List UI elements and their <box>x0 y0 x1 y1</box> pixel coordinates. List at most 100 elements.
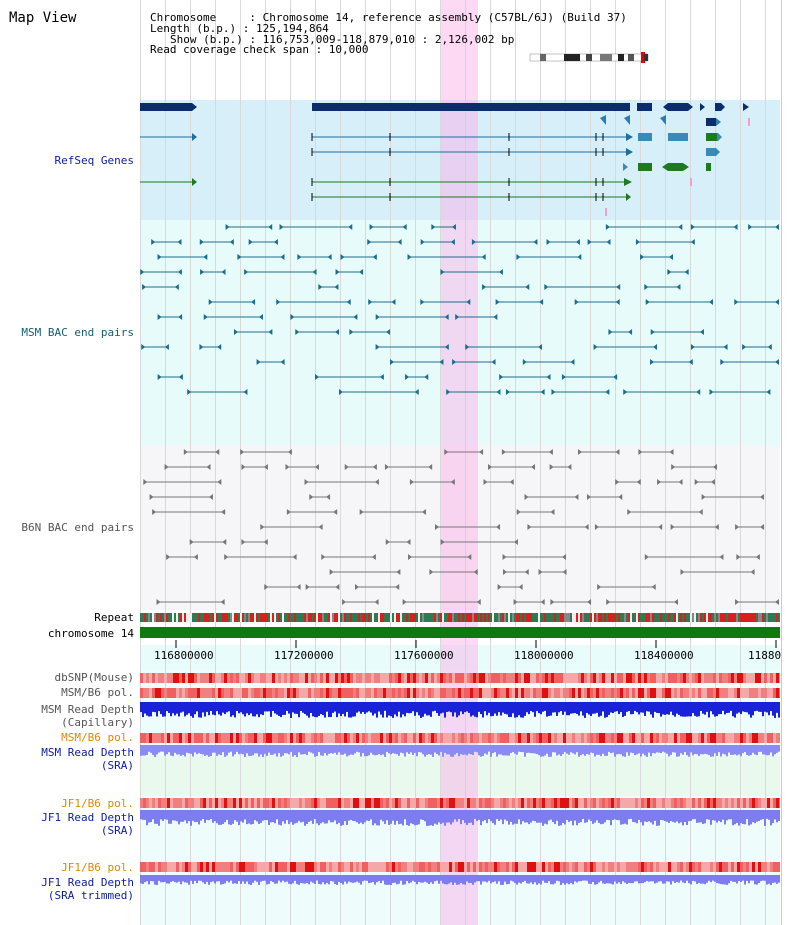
depth-bar <box>254 745 256 754</box>
pol-cell <box>398 862 401 872</box>
depth-bar <box>190 875 192 881</box>
pol-cell <box>770 733 773 743</box>
pol-cell <box>329 673 332 683</box>
depth-bar <box>494 702 496 714</box>
refseq-genes-track[interactable] <box>140 100 780 220</box>
depth-bar <box>754 810 756 824</box>
pol-cell <box>380 798 383 808</box>
pol-cell <box>590 862 593 872</box>
pol-cell <box>668 688 671 698</box>
pol-cell <box>443 733 446 743</box>
pol-cell <box>239 673 242 683</box>
msm-bac-end-pairs-track[interactable] <box>140 220 780 445</box>
pol-cell <box>758 798 761 808</box>
depth-bar <box>178 875 180 882</box>
coverage-tracks[interactable] <box>140 670 780 925</box>
pol-cell <box>506 733 509 743</box>
repeat-track[interactable] <box>140 613 780 623</box>
depth-bar <box>444 702 446 718</box>
pol-cell <box>506 673 509 683</box>
pair-end <box>760 524 765 530</box>
depth-bar <box>428 875 430 885</box>
pol-cell <box>623 673 626 683</box>
pol-cell <box>779 688 780 698</box>
pol-cell <box>677 798 680 808</box>
track-label-dbsnp[interactable]: dbSNP(Mouse) <box>54 671 134 684</box>
depth-bar <box>466 702 468 712</box>
depth-bar <box>470 875 472 883</box>
depth-bar <box>552 875 554 885</box>
pol-cell <box>728 673 731 683</box>
depth-bar <box>236 702 238 712</box>
depth-bar <box>672 810 674 822</box>
track-label-refseq[interactable]: RefSeq Genes <box>54 154 134 167</box>
depth-bar <box>652 875 654 882</box>
pol-cell <box>383 733 386 743</box>
pair-end <box>524 569 529 575</box>
pol-cell <box>365 733 368 743</box>
depth-bar <box>542 810 544 826</box>
pol-cell <box>263 688 266 698</box>
track-label-msm-depth-capillary[interactable]: MSM Read Depth <box>41 703 134 716</box>
track-label-msm-depth-sra[interactable]: MSM Read Depth <box>41 746 134 759</box>
pol-cell <box>176 673 179 683</box>
depth-bar <box>614 810 616 820</box>
track-label-msm-b6-pol[interactable]: MSM/B6 pol. <box>61 686 134 699</box>
depth-bar <box>266 875 268 885</box>
depth-bar <box>656 745 658 753</box>
pol-cell <box>557 673 560 683</box>
chromosome-bar[interactable] <box>140 627 780 638</box>
depth-bar <box>312 702 314 717</box>
track-label-b6n-bac[interactable]: B6N BAC end pairs <box>21 521 134 534</box>
depth-bar <box>464 810 466 823</box>
depth-bar <box>530 875 532 883</box>
track-label-jf1-b6-pol[interactable]: JF1/B6 pol. <box>61 797 134 810</box>
track-label-jf1-depth-sra[interactable]: JF1 Read Depth <box>41 811 134 824</box>
depth-bar <box>154 702 156 713</box>
repeat-element <box>224 613 226 622</box>
pol-cell <box>290 673 293 683</box>
pair-end <box>720 359 725 365</box>
pair-end <box>708 299 713 305</box>
pol-cell <box>257 862 260 872</box>
pol-cell <box>203 862 206 872</box>
pol-cell <box>587 688 590 698</box>
depth-bar <box>452 810 454 823</box>
pair-end <box>775 599 779 605</box>
pol-cell <box>140 733 143 743</box>
pol-cell <box>452 733 455 743</box>
pol-cell <box>305 862 308 872</box>
depth-bar <box>244 810 246 820</box>
depth-bar <box>610 875 612 884</box>
pol-cell <box>662 798 665 808</box>
track-label-repeat[interactable]: Repeat <box>94 611 134 624</box>
depth-bar <box>178 745 180 755</box>
track-label-jf1-depth-sra-sub: (SRA) <box>100 824 134 837</box>
track-label-msm-b6-pol-2[interactable]: MSM/B6 pol. <box>61 731 134 744</box>
pair-end <box>694 479 699 485</box>
depth-bar <box>404 875 406 885</box>
b6n-bac-end-pairs-track[interactable] <box>140 445 780 610</box>
pol-cell <box>734 688 737 698</box>
track-label-chromosome[interactable]: chromosome 14 <box>47 627 134 640</box>
depth-bar <box>662 745 664 752</box>
depth-bar <box>298 875 300 885</box>
pol-cell <box>320 733 323 743</box>
pol-cell <box>392 688 395 698</box>
track-label-jf1-depth-trimmed[interactable]: JF1 Read Depth <box>41 876 134 889</box>
vertical-scrollbar[interactable] <box>781 0 800 925</box>
depth-bar <box>156 702 158 717</box>
chromosome-ideogram[interactable] <box>528 52 658 64</box>
pol-cell <box>209 688 212 698</box>
track-label-jf1-b6-pol-2[interactable]: JF1/B6 pol. <box>61 861 134 874</box>
depth-bar <box>194 875 196 881</box>
depth-bar <box>536 810 538 823</box>
track-label-msm-bac[interactable]: MSM BAC end pairs <box>21 326 134 339</box>
depth-bar <box>274 745 276 754</box>
depth-bar <box>516 702 518 718</box>
pol-cell <box>359 798 362 808</box>
depth-bar <box>490 875 492 884</box>
pol-cell <box>611 688 614 698</box>
depth-bar <box>202 702 204 713</box>
pol-cell <box>365 798 368 808</box>
